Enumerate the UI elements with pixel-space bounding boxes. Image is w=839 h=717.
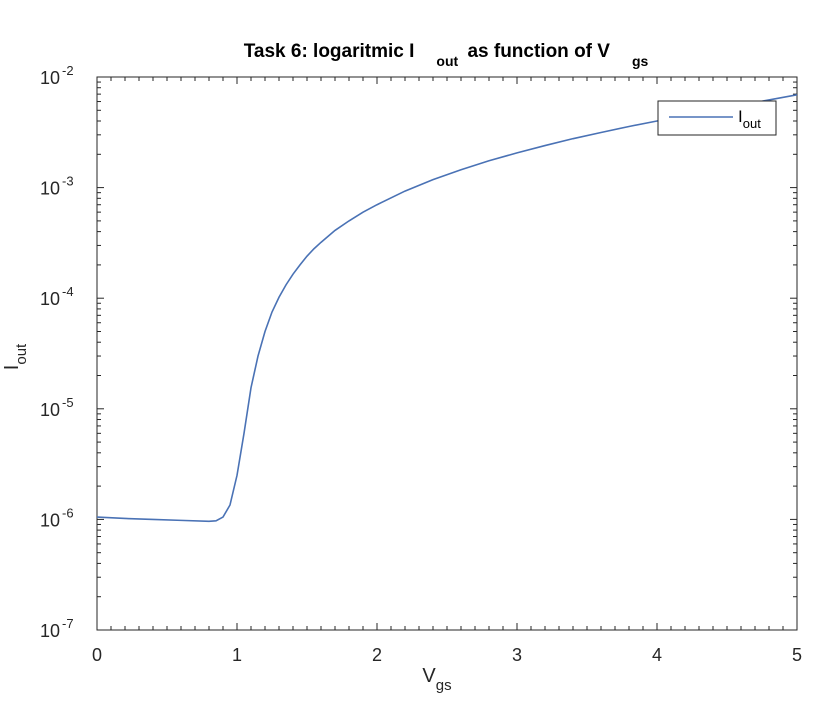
legend: Iout xyxy=(657,100,777,136)
y-tick-label: 10 -6 xyxy=(40,505,74,530)
title-sub-out: out xyxy=(436,53,458,69)
y-tick-label: 10 -2 xyxy=(40,63,74,88)
x-tick-label: 5 xyxy=(792,645,802,665)
x-axis-label-main: V xyxy=(422,665,436,687)
y-tick-label: 10 -5 xyxy=(40,395,74,420)
x-tick-label: 4 xyxy=(652,645,662,665)
x-axis-label: Vgs xyxy=(422,665,451,694)
x-tick-label: 2 xyxy=(372,645,382,665)
y-axis-label-sub: out xyxy=(13,343,30,365)
legend-entry-iout: Iout xyxy=(738,107,761,131)
title-main: Task 6: logaritmic I xyxy=(244,41,415,62)
tick-labels-group: 0 1 2 3 4 5 10-7 10-6 10-5 10-4 10-3 10-2 xyxy=(40,63,802,665)
title-mid: as function of V xyxy=(462,41,610,62)
legend-entry-sub: out xyxy=(743,116,761,131)
y-tick-label: 10 -3 xyxy=(40,174,74,199)
x-tick-label: 0 xyxy=(92,645,102,665)
chart-title: Task 6: logaritmic I out as function of V… xyxy=(244,41,649,69)
x-axis-label-sub: gs xyxy=(436,677,452,694)
legend-box xyxy=(657,100,777,136)
y-tick-label: 10 -7 xyxy=(40,616,74,641)
ticks-group xyxy=(96,76,798,631)
plot-area-box xyxy=(96,76,798,631)
x-tick-label: 3 xyxy=(512,645,522,665)
x-tick-label: 1 xyxy=(232,645,242,665)
legend-entry-main: I xyxy=(738,107,743,126)
title-sub-gs: gs xyxy=(632,53,649,69)
y-axis-label: Iout xyxy=(1,343,30,370)
y-tick-label: 10 -4 xyxy=(40,284,74,309)
y-axis-label-main: I xyxy=(1,365,23,371)
series-line-iout xyxy=(97,94,797,523)
